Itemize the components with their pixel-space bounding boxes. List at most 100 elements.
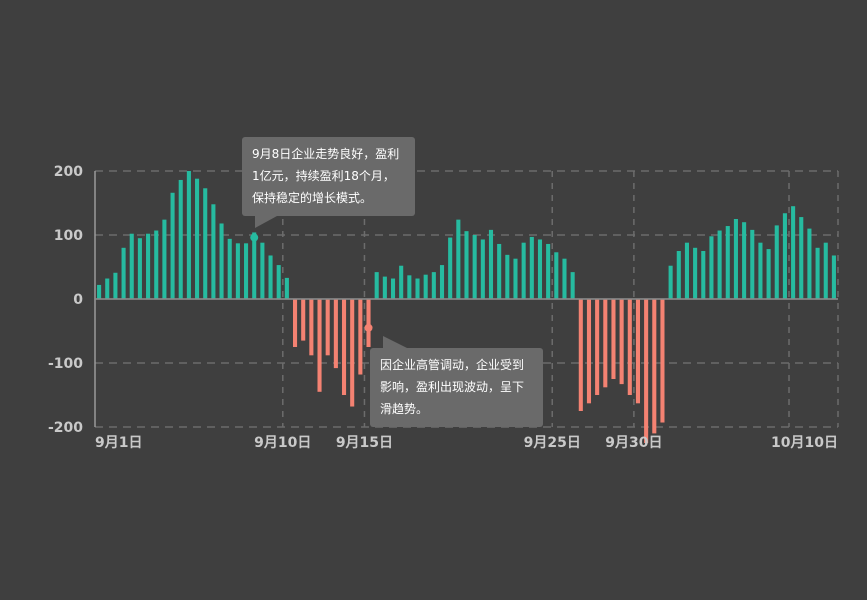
bar: [415, 278, 420, 299]
bars: [95, 171, 838, 443]
bar: [537, 239, 543, 299]
y-axis: 200 100 0 -100 -200: [48, 164, 83, 436]
bar: [317, 299, 322, 392]
bar: [350, 299, 355, 407]
annotation-dot: [250, 233, 259, 242]
bar: [341, 299, 347, 395]
tooltip-arrow-1: [255, 216, 277, 228]
bar: [211, 204, 216, 299]
bar: [333, 299, 338, 369]
y-tick-label: 0: [73, 292, 83, 308]
bar: [603, 299, 608, 388]
bar: [244, 243, 249, 299]
bar: [399, 265, 404, 299]
bar: [235, 243, 240, 299]
bar: [456, 219, 461, 299]
bar: [529, 236, 534, 299]
x-tick-label: 9月30日: [605, 435, 662, 451]
bar: [782, 213, 787, 299]
bar: [823, 242, 828, 299]
bar: [309, 299, 314, 356]
bar: [464, 231, 469, 299]
bar: [709, 236, 714, 299]
bar: [97, 284, 102, 299]
bar: [178, 179, 183, 299]
bar: [595, 299, 600, 395]
bar: [431, 272, 436, 299]
bar: [423, 274, 428, 299]
y-tick-label: -100: [48, 356, 83, 372]
bar: [815, 247, 820, 299]
bar: [660, 299, 665, 423]
bar: [146, 233, 151, 299]
bar: [252, 232, 257, 299]
bar: [831, 255, 836, 299]
annotation-tooltip-1: 9月8日企业走势良好，盈利1亿元，持续盈利18个月，保持稳定的增长模式。: [242, 137, 415, 216]
bar: [586, 299, 592, 404]
bar: [546, 243, 551, 299]
bar: [644, 299, 649, 443]
x-tick-label: 9月10日: [254, 435, 311, 451]
bar: [260, 242, 265, 299]
bar: [219, 223, 224, 299]
x-tick-label: 9月15日: [336, 435, 393, 451]
bar: [701, 251, 706, 299]
bar: [684, 242, 689, 299]
bar: [268, 255, 273, 299]
bar: [668, 265, 673, 299]
bar: [276, 265, 281, 299]
bar: [554, 252, 559, 299]
bar: [488, 229, 494, 299]
bar: [358, 299, 363, 375]
bar: [154, 230, 159, 299]
x-tick-label: 10月10日: [771, 435, 838, 451]
bar: [480, 239, 485, 299]
bar: [407, 275, 412, 299]
bar: [766, 249, 771, 299]
bar: [619, 299, 624, 385]
bar: [170, 192, 175, 299]
bar: [505, 254, 510, 299]
bar: [693, 247, 698, 299]
bar: [611, 299, 616, 379]
bar: [570, 272, 575, 299]
y-tick-label: -200: [48, 420, 83, 436]
bar: [121, 247, 126, 299]
bar: [162, 219, 167, 299]
x-axis: 9月1日 9月10日 9月15日 9月25日 9月30日 10月10日: [95, 435, 838, 451]
bar: [742, 222, 747, 299]
bar: [448, 237, 453, 299]
bar: [807, 228, 812, 299]
bar: [791, 206, 796, 299]
bar: [750, 229, 755, 299]
bar: [513, 258, 518, 299]
annotation-dot: [364, 323, 373, 332]
bar: [725, 226, 730, 299]
bar: [562, 258, 567, 299]
y-tick-label: 200: [54, 164, 83, 180]
bar: [676, 251, 681, 299]
bar: [497, 243, 502, 299]
bar: [635, 299, 641, 404]
bar: [129, 233, 134, 299]
x-tick-label: 9月25日: [524, 435, 581, 451]
bar: [186, 171, 191, 299]
bar: [439, 265, 445, 299]
bar: [227, 238, 232, 299]
bar: [325, 299, 330, 356]
annotation-tooltip-2: 因企业高管调动，企业受到影响，盈利出现波动，呈下滑趋势。: [370, 348, 543, 427]
y-tick-label: 100: [54, 228, 83, 244]
bar: [105, 278, 110, 299]
bar: [203, 188, 208, 299]
bar: [627, 299, 632, 395]
bar: [113, 272, 118, 299]
bar: [382, 276, 387, 299]
bar: [472, 235, 477, 299]
annotation-markers: [250, 233, 373, 332]
bar: [717, 230, 722, 299]
bar: [195, 178, 200, 299]
bar: [390, 278, 396, 299]
bar: [284, 277, 289, 299]
bar: [758, 242, 763, 299]
